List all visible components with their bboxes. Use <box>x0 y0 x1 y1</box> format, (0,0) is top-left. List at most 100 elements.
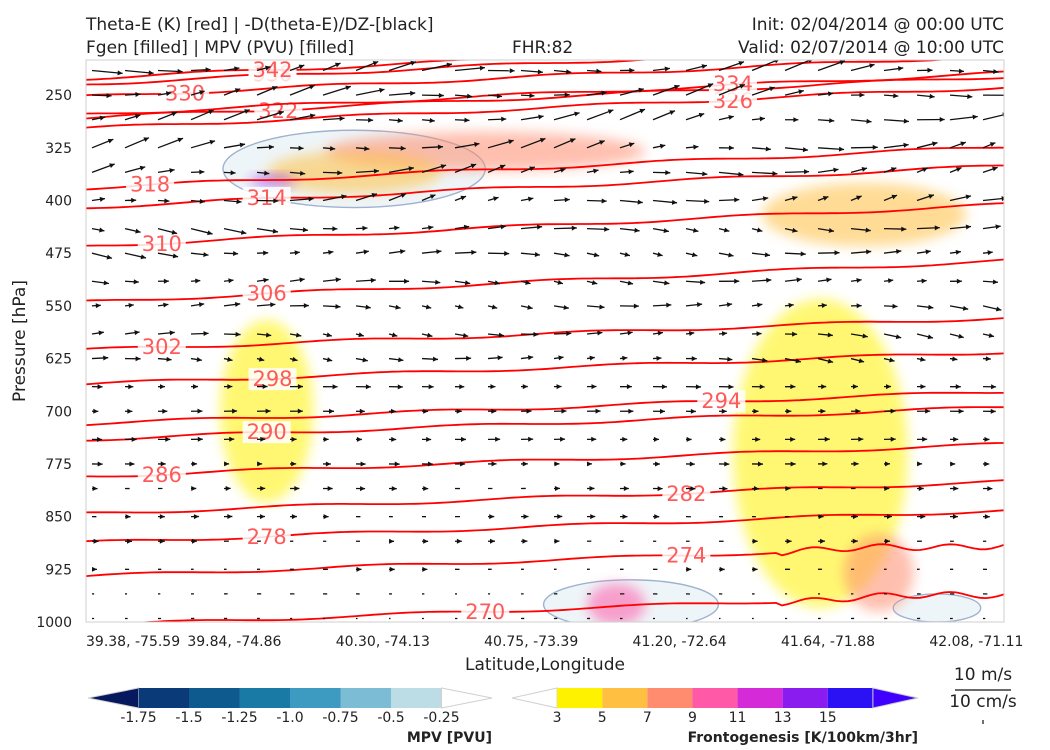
theta-e-label-318: 318 <box>130 173 170 197</box>
wind-vector <box>784 357 802 364</box>
wind-vector <box>817 196 829 202</box>
wind-vector <box>388 225 400 231</box>
wind-vector <box>883 461 891 467</box>
wind-vector <box>91 163 115 174</box>
wind-vector <box>982 69 999 75</box>
wind-vector <box>817 357 834 364</box>
wind-vector <box>190 109 215 121</box>
wind-vector <box>223 436 235 442</box>
theta-e-label-bg <box>242 421 291 444</box>
theta-e-label-290: 290 <box>247 420 287 444</box>
wind-vector <box>619 199 643 205</box>
wind-vector <box>388 304 401 310</box>
wind-vector <box>916 225 940 231</box>
wind-vector <box>355 357 368 363</box>
wind-vector <box>421 384 434 390</box>
wind-vector <box>718 408 727 414</box>
frontogenesis-colorbar-tick-label: 5 <box>598 710 607 726</box>
wind-vector <box>256 110 284 121</box>
wind-vector <box>949 194 972 202</box>
wind-vector <box>355 249 369 255</box>
wind-vector <box>784 227 798 233</box>
y-tick-label: 325 <box>45 141 72 157</box>
wind-vector <box>190 139 216 149</box>
wind-vector <box>685 384 701 390</box>
wind-vector <box>190 486 197 492</box>
wind-vector <box>190 169 205 175</box>
wind-vector <box>322 85 352 96</box>
wind-vector <box>817 303 827 309</box>
wind-vector <box>388 357 404 363</box>
wind-vector <box>124 461 135 467</box>
wind-vector <box>916 141 938 149</box>
wind-vector <box>355 87 385 96</box>
wind-vector <box>718 145 734 151</box>
wind-vector <box>982 486 993 492</box>
wind-vector <box>355 436 362 442</box>
theta-e-label-bg <box>242 282 291 305</box>
wind-vector <box>784 89 804 96</box>
wind-vector <box>454 332 469 338</box>
wind-vector <box>685 356 697 362</box>
wind-vector <box>520 304 533 310</box>
wind-vector <box>223 66 240 72</box>
wind-vector <box>586 198 607 204</box>
mpv-colorbar-tick-label: -0.75 <box>322 710 358 726</box>
theta-e-label-302: 302 <box>142 335 182 359</box>
frontogenesis-colorbar-swatch <box>737 688 783 708</box>
wind-vector <box>619 252 631 257</box>
wind-vector <box>487 461 497 467</box>
wind-vector <box>454 93 473 99</box>
chart-title-line1: Theta-E (K) [red] | -D(theta-E)/DZ-[blac… <box>86 15 434 35</box>
wind-vector <box>883 486 890 492</box>
wind-vector <box>322 486 333 492</box>
wind-vector <box>817 118 835 124</box>
frontogenesis-region-6 <box>843 534 914 612</box>
wind-vector <box>553 167 566 174</box>
wind-vector <box>619 330 633 336</box>
y-tick-label: 625 <box>45 352 72 368</box>
wind-vector <box>223 251 239 257</box>
wind-vector <box>91 461 103 467</box>
frontogenesis-colorbar-tick-label: 9 <box>688 710 697 726</box>
wind-vector <box>784 486 791 492</box>
wind-vector <box>784 117 799 123</box>
wind-vector <box>520 538 528 544</box>
wind-vector <box>883 333 902 340</box>
y-tick-label: 700 <box>45 404 72 420</box>
wind-vector <box>289 145 304 151</box>
wind-vector <box>487 436 501 442</box>
wind-vector <box>850 333 868 339</box>
wind-vector <box>883 303 898 309</box>
wind-vector <box>256 144 275 150</box>
wind-vector <box>619 169 634 175</box>
wind-vector <box>619 384 632 390</box>
wind-vector <box>223 142 246 149</box>
wind-vector <box>487 68 515 74</box>
wind-vector <box>751 86 775 96</box>
wind-vector <box>454 163 477 174</box>
wind-vector <box>322 514 329 520</box>
wind-vector <box>223 88 241 96</box>
wind-vector <box>256 356 265 362</box>
wind-vector <box>190 357 203 362</box>
wind-vector <box>751 566 758 572</box>
wind-vector <box>685 566 692 572</box>
wind-vector <box>652 199 678 205</box>
x-tick-label: 39.38, -75.59 <box>86 634 180 650</box>
wind-vector <box>718 61 745 72</box>
wind-vector <box>157 356 172 362</box>
mpv-colorbar-swatch <box>391 688 442 708</box>
wind-vector <box>124 356 141 362</box>
wind-vector <box>487 116 507 122</box>
y-tick-label: 775 <box>45 457 72 473</box>
theta-e-label-bg <box>248 368 297 391</box>
wind-vector <box>883 408 896 414</box>
wind-vector <box>784 384 796 390</box>
theta-e-label-bg <box>137 335 186 358</box>
wind-vector <box>388 145 406 151</box>
wind-vector <box>190 538 198 544</box>
theta-e-label-274: 274 <box>666 544 706 568</box>
wind-vector <box>124 91 141 97</box>
